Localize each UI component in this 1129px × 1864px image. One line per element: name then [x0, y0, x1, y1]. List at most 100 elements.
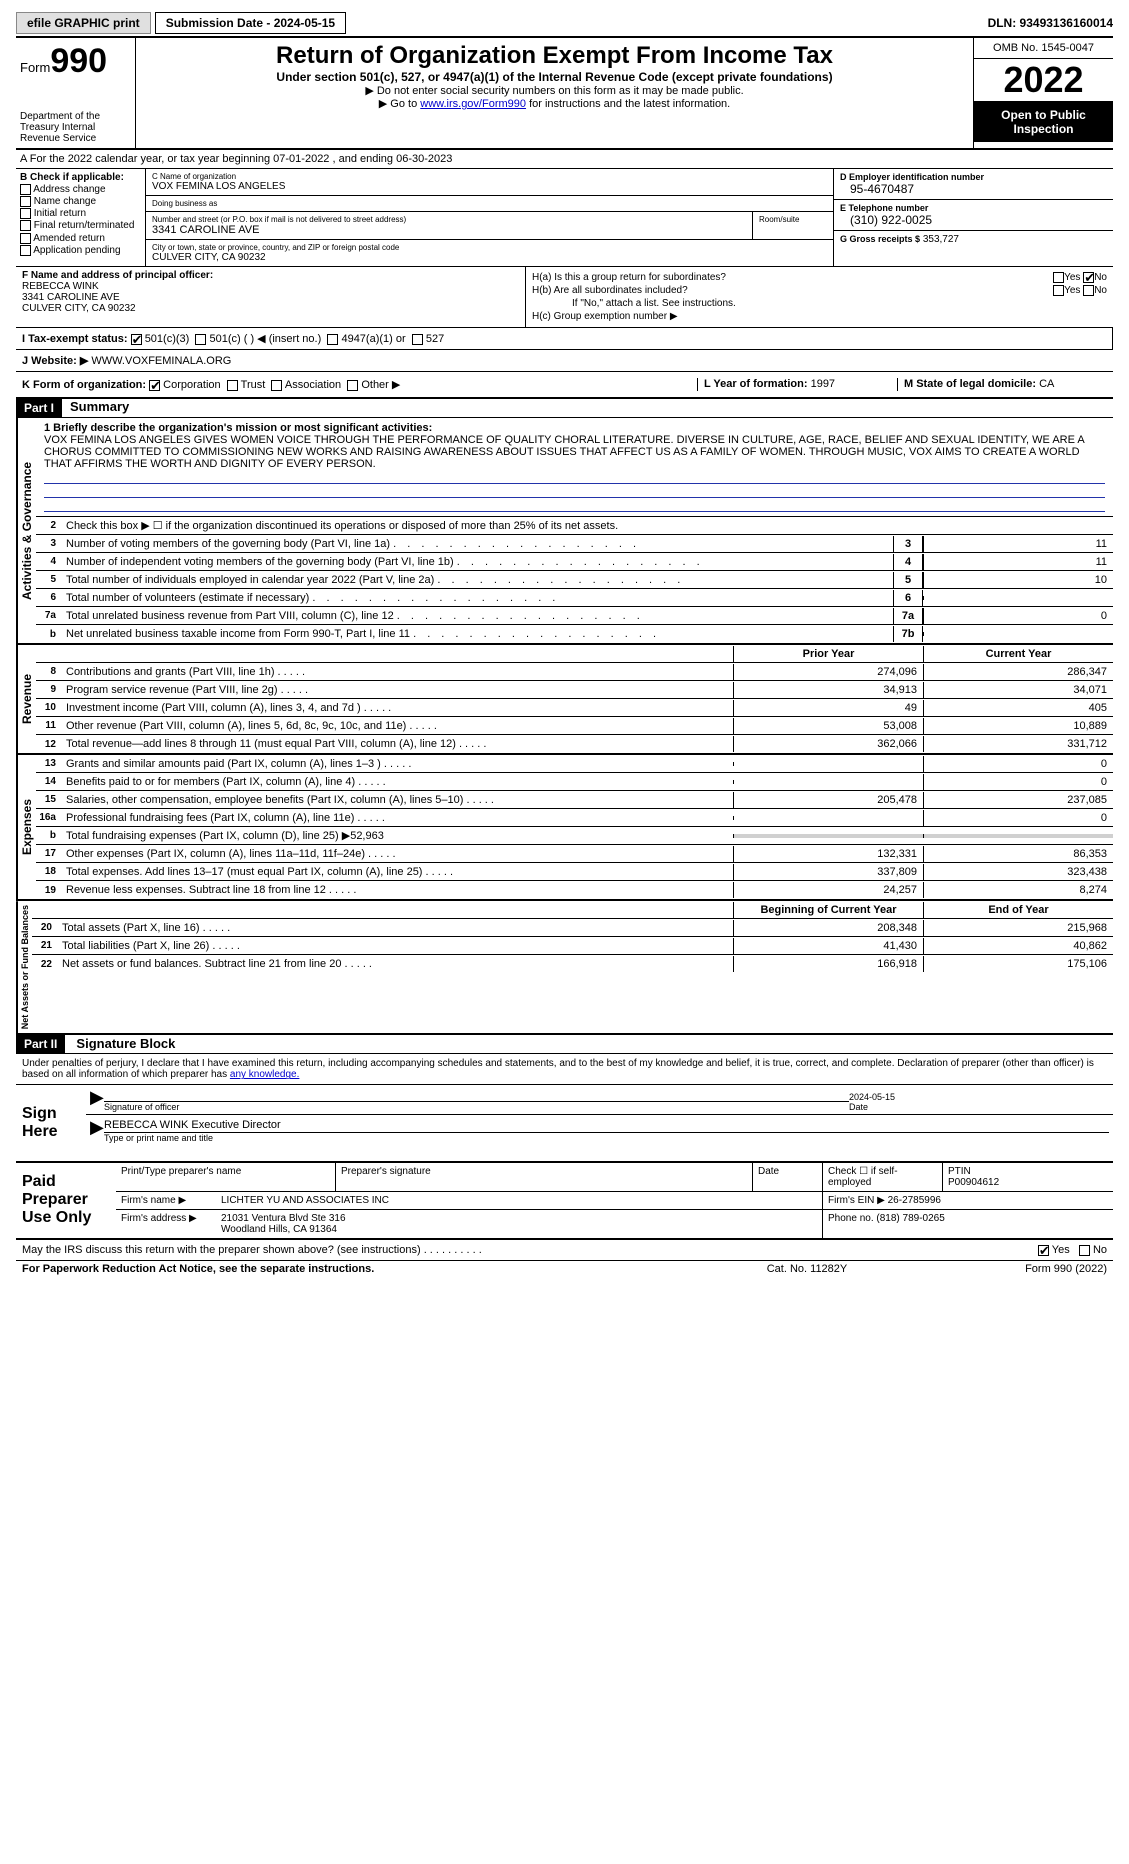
tax-year: 2022 — [974, 59, 1113, 102]
org-name: VOX FEMINA LOS ANGELES — [152, 181, 827, 192]
goto-prefix: ▶ Go to — [379, 98, 420, 110]
current-value: 237,085 — [923, 792, 1113, 808]
officer-label: F Name and address of principal officer: — [22, 270, 519, 281]
irs-link[interactable]: www.irs.gov/Form990 — [420, 98, 526, 110]
row-j: J Website: ▶ WWW.VOXFEMINALA.ORG — [16, 350, 1113, 372]
current-value: 10,889 — [923, 718, 1113, 734]
prior-value: 49 — [733, 700, 923, 716]
officer-addr1: 3341 CAROLINE AVE — [22, 292, 519, 303]
firm-ein: 26-2785996 — [888, 1195, 941, 1206]
prior-value: 205,478 — [733, 792, 923, 808]
ha-label: H(a) Is this a group return for subordin… — [532, 272, 1053, 283]
side-net-assets: Net Assets or Fund Balances — [16, 901, 32, 1033]
chk-other[interactable] — [347, 380, 358, 391]
arrow-icon: ▶ — [90, 1117, 104, 1143]
line-desc: Total number of volunteers (estimate if … — [62, 590, 893, 606]
chk-name-change[interactable]: Name change — [20, 196, 141, 207]
current-value: 34,071 — [923, 682, 1113, 698]
row-i: I Tax-exempt status: 501(c)(3) 501(c) ( … — [16, 328, 1113, 349]
gross-label: G Gross receipts $ — [840, 234, 920, 244]
prior-value: 41,430 — [733, 938, 923, 954]
line1-label: 1 Briefly describe the organization's mi… — [44, 422, 1105, 434]
dept-treasury: Department of the Treasury Internal Reve… — [20, 111, 131, 144]
row-k: K Form of organization: Corporation Trus… — [22, 378, 697, 391]
line-box: 6 — [893, 590, 923, 606]
domicile-state-label: M State of legal domicile: — [904, 378, 1036, 390]
hb-no[interactable] — [1083, 285, 1094, 296]
chk-application-pending[interactable]: Application pending — [20, 245, 141, 256]
prior-value — [733, 762, 923, 766]
prep-name-hdr: Print/Type preparer's name — [116, 1163, 336, 1191]
chk-address-change[interactable]: Address change — [20, 184, 141, 195]
chk-527[interactable] — [412, 334, 423, 345]
ptin-label: PTIN — [948, 1166, 971, 1177]
any-knowledge-link[interactable]: any knowledge. — [230, 1069, 300, 1080]
form-number: 990 — [50, 42, 107, 80]
paid-preparer-label: Paid Preparer Use Only — [16, 1163, 116, 1238]
gross-value: 353,727 — [923, 234, 959, 245]
hb-yes[interactable] — [1053, 285, 1064, 296]
prior-value: 166,918 — [733, 956, 923, 972]
ha-no[interactable] — [1083, 272, 1094, 283]
line-desc: Number of independent voting members of … — [62, 554, 893, 570]
line-box: 3 — [893, 536, 923, 552]
col-beginning-year: Beginning of Current Year — [733, 902, 923, 918]
section-b-label: B Check if applicable: — [20, 172, 141, 183]
prior-value: 24,257 — [733, 882, 923, 898]
prior-value: 34,913 — [733, 682, 923, 698]
part1-title: Summary — [62, 399, 129, 417]
current-value: 323,438 — [923, 864, 1113, 880]
sig-officer-label: Signature of officer — [104, 1102, 849, 1112]
chk-501c3[interactable] — [131, 334, 142, 345]
section-c: C Name of organization VOX FEMINA LOS AN… — [146, 169, 833, 266]
prior-value: 53,008 — [733, 718, 923, 734]
line-value — [923, 632, 1113, 636]
line-desc: Contributions and grants (Part VIII, lin… — [62, 664, 733, 680]
dba-label: Doing business as — [152, 199, 827, 208]
subtitle-1: Under section 501(c), 527, or 4947(a)(1)… — [144, 70, 965, 84]
mission-text: VOX FEMINA LOS ANGELES GIVES WOMEN VOICE… — [44, 434, 1105, 470]
line-desc: Total revenue—add lines 8 through 11 (mu… — [62, 736, 733, 752]
topbar: efile GRAPHIC print Submission Date - 20… — [16, 12, 1113, 38]
street-label: Number and street (or P.O. box if mail i… — [152, 215, 746, 224]
discuss-no[interactable] — [1079, 1245, 1090, 1256]
current-value: 8,274 — [923, 882, 1113, 898]
form-word: Form — [20, 60, 50, 75]
chk-final-return[interactable]: Final return/terminated — [20, 220, 141, 231]
chk-4947[interactable] — [327, 334, 338, 345]
part2-header: Part II — [16, 1035, 65, 1053]
org-name-label: C Name of organization — [152, 172, 827, 181]
col-current-year: Current Year — [923, 646, 1113, 662]
col-end-year: End of Year — [923, 902, 1113, 918]
line-value: 0 — [923, 608, 1113, 624]
prep-sig-hdr: Preparer's signature — [336, 1163, 753, 1191]
firm-phone: (818) 789-0265 — [876, 1213, 944, 1224]
firm-phone-label: Phone no. — [828, 1213, 874, 1224]
row-a-tax-year: A For the 2022 calendar year, or tax yea… — [16, 150, 1113, 169]
chk-amended-return[interactable]: Amended return — [20, 233, 141, 244]
section-f: F Name and address of principal officer:… — [16, 267, 526, 327]
line-desc: Net assets or fund balances. Subtract li… — [58, 956, 733, 972]
ha-yes[interactable] — [1053, 272, 1064, 283]
hc-label: H(c) Group exemption number ▶ — [532, 311, 1107, 322]
chk-corporation[interactable] — [149, 380, 160, 391]
efile-print-button[interactable]: efile GRAPHIC print — [16, 12, 151, 34]
line-desc: Benefits paid to or for members (Part IX… — [62, 774, 733, 790]
chk-trust[interactable] — [227, 380, 238, 391]
prior-value: 208,348 — [733, 920, 923, 936]
line-box: 7b — [893, 626, 923, 642]
omb-number: OMB No. 1545-0047 — [974, 38, 1113, 59]
line-value: 11 — [923, 536, 1113, 552]
discuss-yes[interactable] — [1038, 1245, 1049, 1256]
line-desc: Other revenue (Part VIII, column (A), li… — [62, 718, 733, 734]
section-h: H(a) Is this a group return for subordin… — [526, 267, 1113, 327]
submission-date: Submission Date - 2024-05-15 — [155, 12, 346, 34]
formation-year-label: L Year of formation: — [704, 378, 808, 390]
side-activities-governance: Activities & Governance — [16, 418, 36, 643]
chk-501c[interactable] — [195, 334, 206, 345]
name-title-label: Type or print name and title — [104, 1133, 1109, 1143]
line-value: 11 — [923, 554, 1113, 570]
chk-association[interactable] — [271, 380, 282, 391]
chk-initial-return[interactable]: Initial return — [20, 208, 141, 219]
line-desc: Total fundraising expenses (Part IX, col… — [62, 827, 733, 844]
